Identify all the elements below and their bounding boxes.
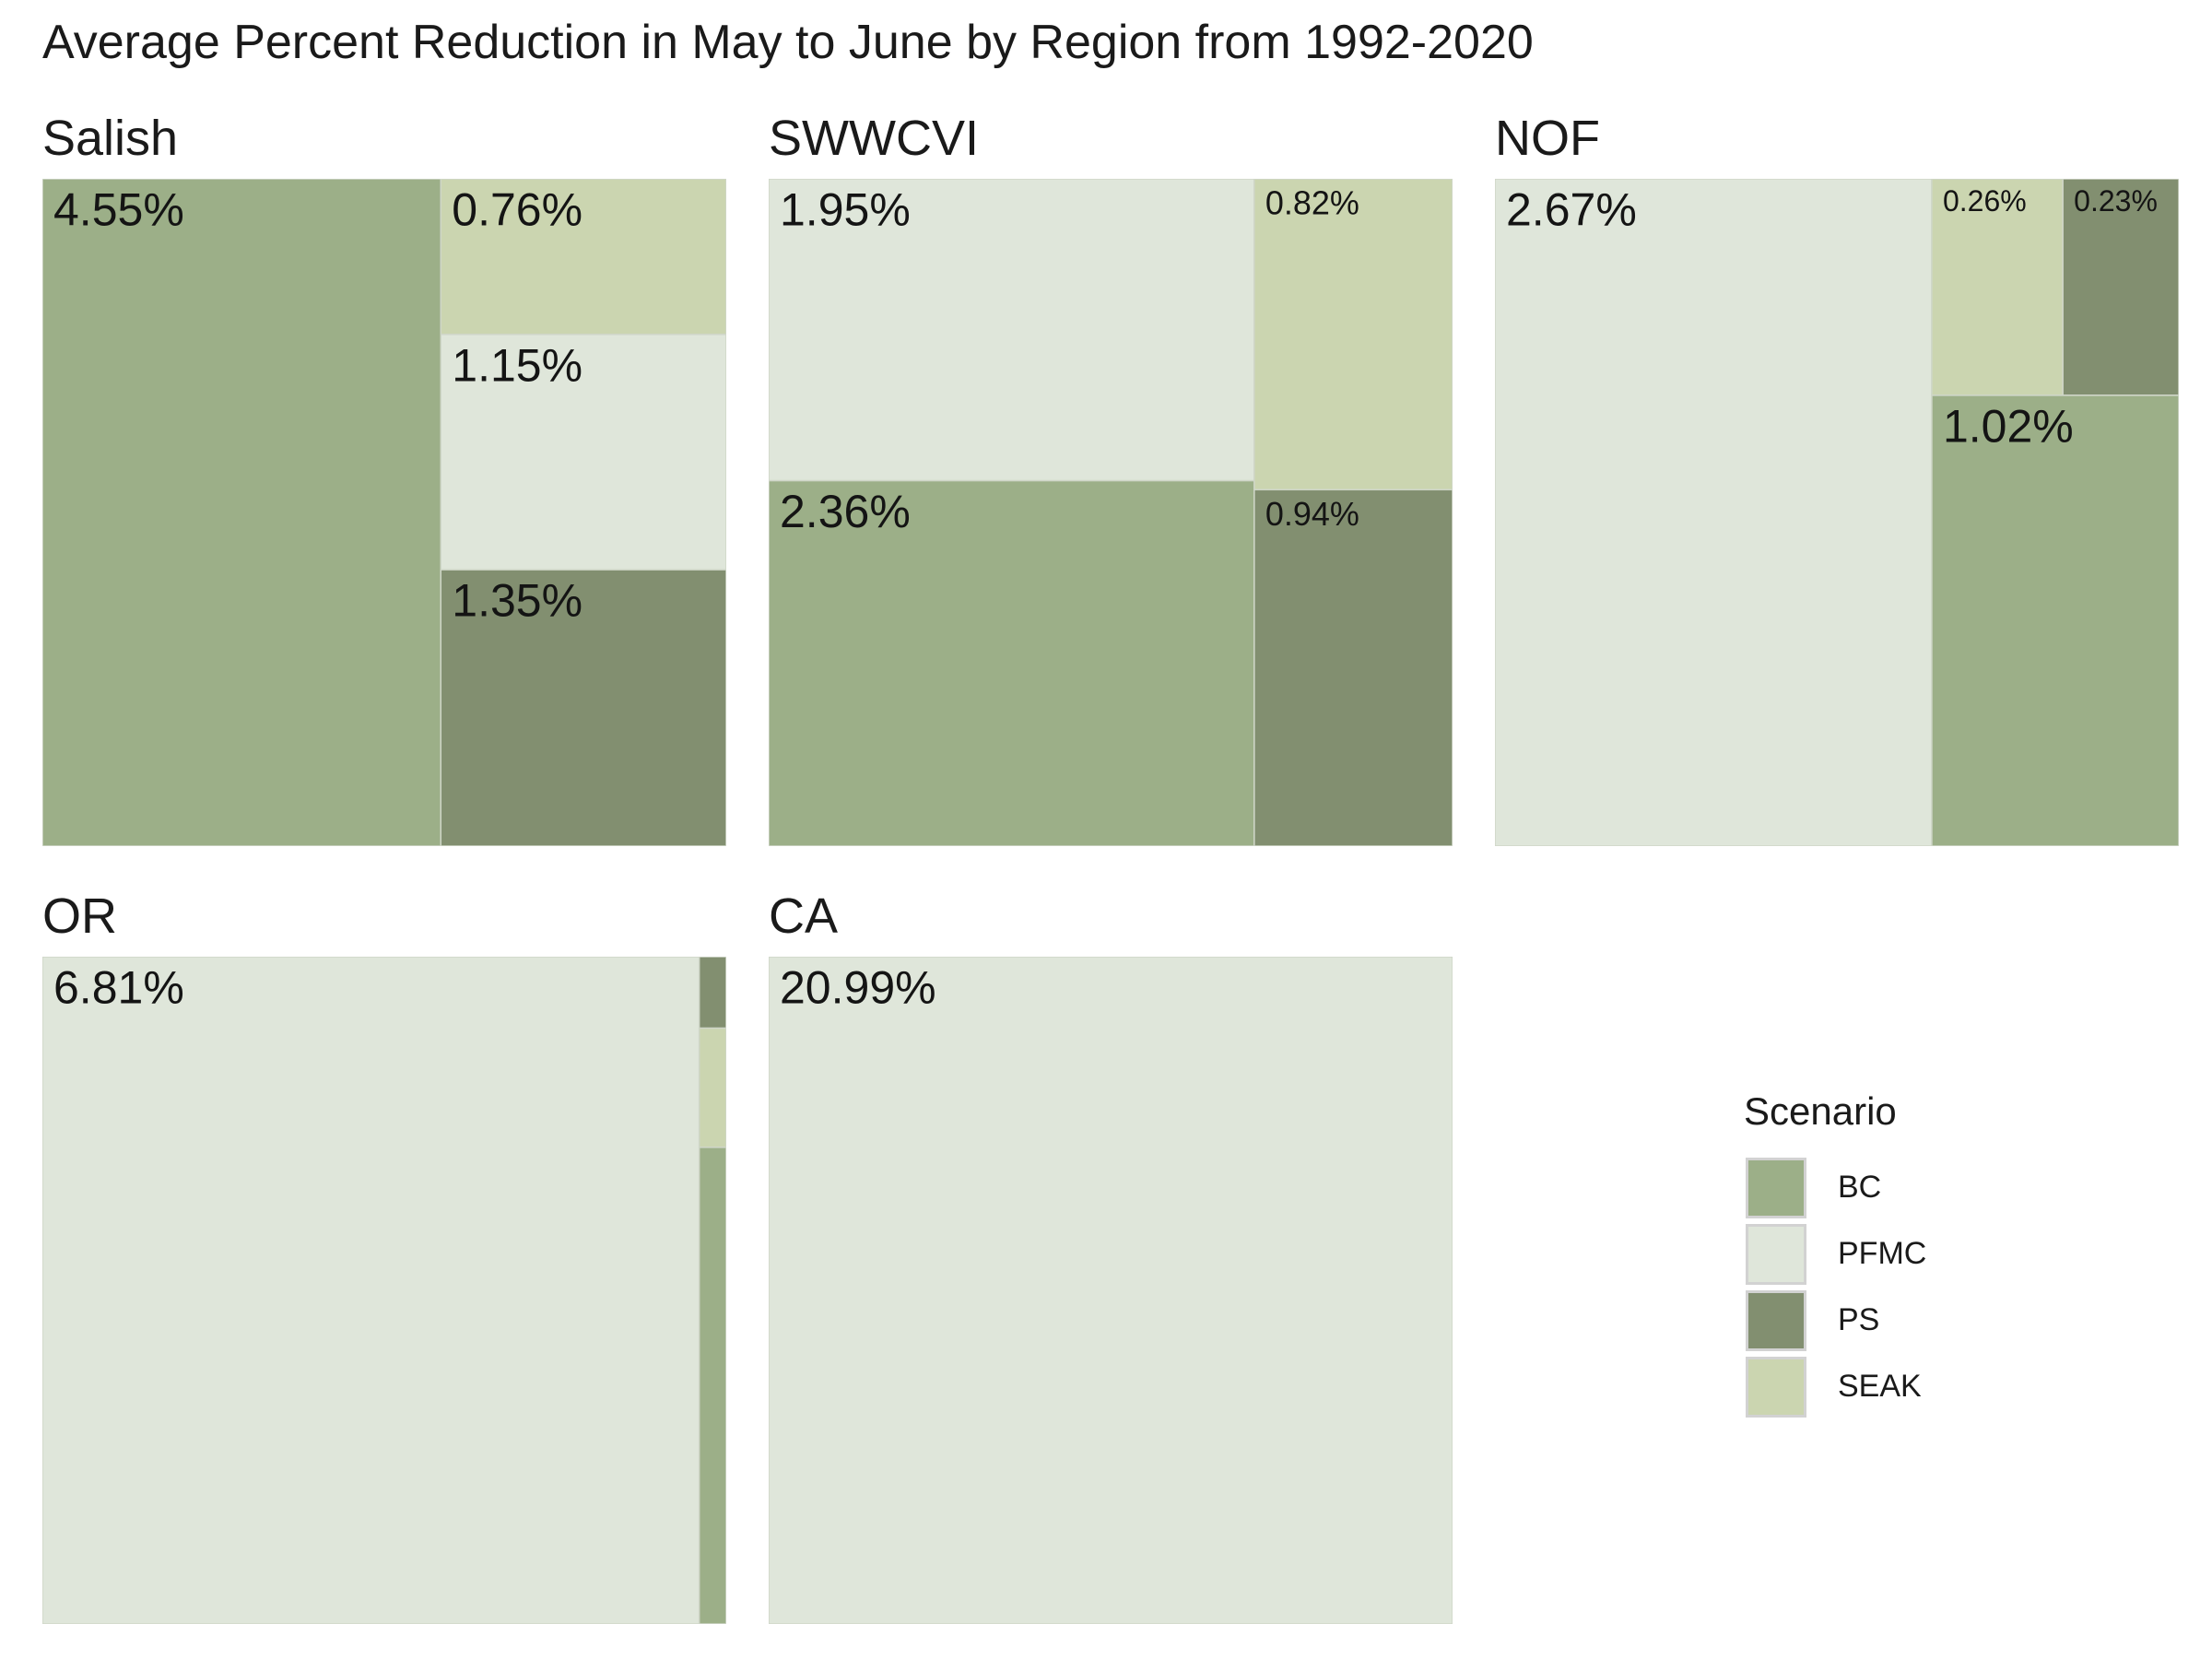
tile-nof-pfmc: [1495, 179, 1933, 846]
legend-label-bc: BC: [1838, 1170, 1882, 1205]
tile-swwcvi-seak: [1253, 179, 1453, 491]
tile-label-nof-bc: 1.02%: [1943, 400, 2074, 452]
tile-salish-bc: [42, 179, 442, 846]
tile-label-nof-pfmc: 2.67%: [1506, 184, 1637, 236]
treemap-swwcvi: 1.95% 2.36% 0.82% 0.94%: [769, 179, 1453, 846]
tile-salish-pfmc: [440, 334, 726, 571]
tile-ca-pfmc: [769, 957, 1453, 1624]
tile-label-salish-pfmc: 1.15%: [452, 339, 582, 391]
tile-nof-bc: [1931, 394, 2179, 846]
legend-label-ps: PS: [1838, 1302, 1880, 1337]
tile-swwcvi-pfmc: [769, 179, 1255, 482]
tile-label-or-pfmc: 6.81%: [53, 962, 184, 1014]
panel-title-or: OR: [42, 888, 117, 944]
legend-item-seak: SEAK: [1746, 1357, 2059, 1418]
treemap-or: 6.81%: [42, 957, 726, 1624]
legend-key-ps: [1746, 1290, 1806, 1351]
tile-swwcvi-ps: [1253, 488, 1453, 846]
legend-title: Scenario: [1744, 1089, 1897, 1133]
tile-salish-seak: [440, 179, 726, 335]
tile-label-ca-pfmc: 20.99%: [780, 962, 936, 1014]
tile-label-swwcvi-bc: 2.36%: [780, 486, 911, 537]
tile-label-nof-ps: 0.23%: [2074, 184, 2158, 218]
tile-or-bc: [698, 1147, 726, 1624]
treemap-salish: 4.55% 0.76% 1.15% 1.35%: [42, 179, 726, 846]
tile-label-salish-seak: 0.76%: [452, 184, 582, 236]
legend-label-pfmc: PFMC: [1838, 1236, 1927, 1271]
panel-title-salish: Salish: [42, 111, 179, 166]
panel-title-ca: CA: [769, 888, 839, 944]
legend-key-seak: [1746, 1357, 1806, 1418]
legend-key-pfmc: [1746, 1224, 1806, 1285]
tile-label-swwcvi-ps: 0.94%: [1265, 495, 1359, 533]
tile-salish-ps: [440, 569, 726, 846]
tile-label-swwcvi-seak: 0.82%: [1265, 184, 1359, 222]
tile-label-salish-ps: 1.35%: [452, 575, 582, 627]
legend-item-pfmc: PFMC: [1746, 1224, 2059, 1285]
tile-or-seak: [698, 1027, 726, 1148]
panel-title-swwcvi: SWWCVI: [769, 111, 979, 166]
treemap-ca: 20.99%: [769, 957, 1453, 1624]
legend-label-seak: SEAK: [1838, 1369, 1922, 1404]
panel-title-nof: NOF: [1495, 111, 1600, 166]
chart-title: Average Percent Reduction in May to June…: [42, 16, 1534, 69]
tile-label-swwcvi-pfmc: 1.95%: [780, 184, 911, 236]
tile-or-pfmc: [42, 957, 700, 1624]
tile-nof-ps: [2062, 179, 2179, 396]
legend-item-bc: BC: [1746, 1158, 2059, 1218]
legend-key-bc: [1746, 1158, 1806, 1218]
tile-label-nof-seak: 0.26%: [1943, 184, 2027, 218]
treemap-nof: 2.67% 0.26% 0.23% 1.02%: [1495, 179, 2179, 846]
tile-or-ps: [698, 957, 726, 1030]
legend-item-ps: PS: [1746, 1290, 2059, 1351]
legend: Scenario BC PFMC PS SEAK: [1744, 1086, 2112, 1436]
tile-nof-seak: [1931, 179, 2064, 396]
tile-label-salish-bc: 4.55%: [53, 184, 184, 236]
tile-swwcvi-bc: [769, 479, 1255, 846]
